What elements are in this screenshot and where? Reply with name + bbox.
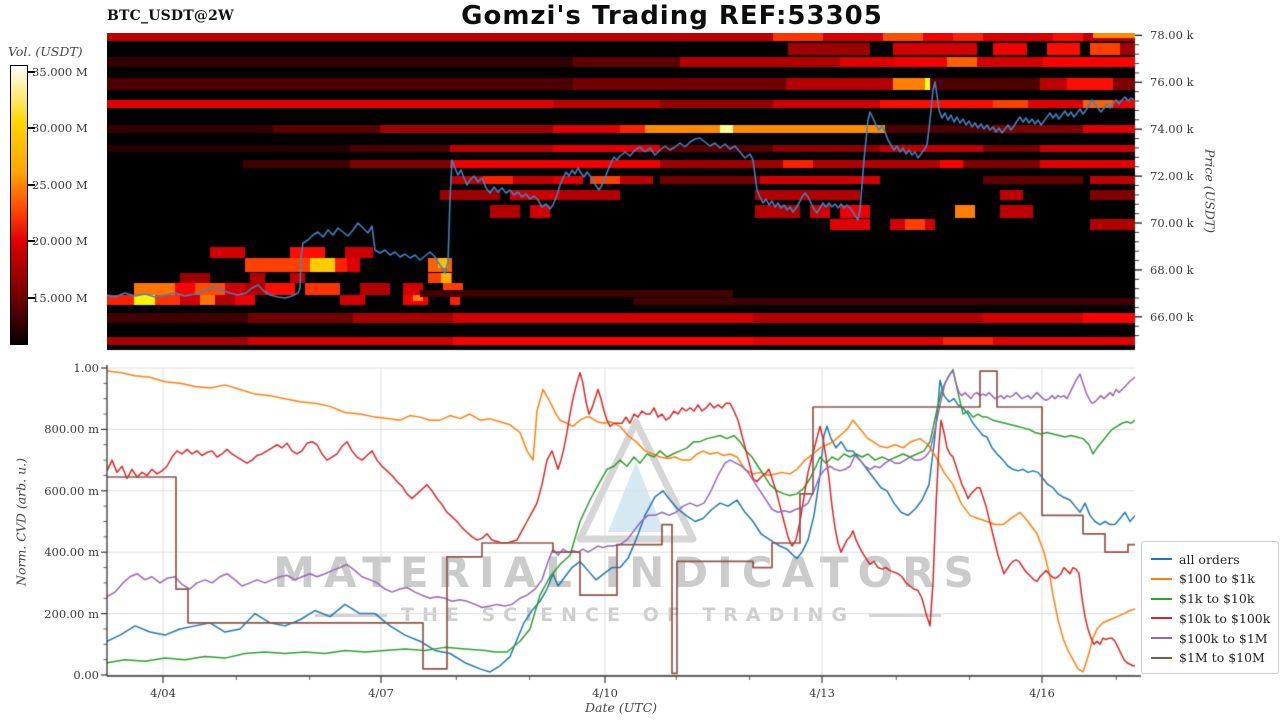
colorbar-tick-mark [27, 240, 35, 243]
cvd-axis-label: Norm. CVD (arb. u.) [13, 458, 29, 586]
legend-item: $100k to $1M [1151, 629, 1270, 647]
legend-swatch [1151, 577, 1172, 580]
legend-swatch [1151, 558, 1172, 560]
volume-heatmap-chart [107, 33, 1152, 352]
legend-item-label: all orders [1179, 551, 1240, 567]
cvd-tick-label: 800.00 m [44, 422, 99, 437]
colorbar-tick-mark [27, 127, 35, 130]
volume-colorbar [10, 65, 28, 345]
cvd-line-chart [97, 358, 1142, 684]
cvd-tick-label: 0.00 [73, 668, 99, 682]
colorbar-tick-label: 35.000 M [32, 64, 88, 79]
price-tick-label: 76.00 k [1150, 75, 1194, 90]
symbol-label: BTC_USDT@2W [107, 8, 234, 24]
legend-item-label: $1k to $10k [1179, 591, 1255, 607]
legend-item: all orders [1151, 550, 1270, 568]
legend-item-label: $10k to $100k [1179, 610, 1271, 626]
legend-swatch [1151, 597, 1172, 600]
colorbar-tick-label: 15.000 M [32, 290, 88, 305]
colorbar-tick-mark [27, 296, 35, 299]
page-title: Gomzi's Trading REF:53305 [461, 1, 883, 31]
price-tick-label: 78.00 k [1150, 28, 1194, 43]
date-tick-label: 4/13 [809, 686, 835, 700]
legend: all orders $100 to $1k $1k to $10k $10k to … [1141, 541, 1279, 674]
legend-item: $1k to $10k [1151, 590, 1270, 608]
cvd-tick-label: 600.00 m [44, 483, 99, 498]
colorbar-tick-label: 20.000 M [32, 234, 88, 249]
price-axis-label: Price (USDT) [1202, 149, 1218, 233]
legend-item: $10k to $100k [1151, 609, 1270, 627]
price-tick-label: 66.00 k [1150, 309, 1194, 324]
cvd-tick-label: 1.00 [73, 361, 99, 375]
date-tick-label: 4/10 [592, 686, 618, 700]
date-axis-label: Date (UTC) [584, 700, 658, 715]
legend-item: $1M to $10M [1151, 649, 1270, 667]
cvd-tick-label: 200.00 m [44, 606, 99, 621]
price-tick-label: 68.00 k [1150, 262, 1194, 277]
date-tick-label: 4/16 [1029, 686, 1055, 700]
legend-item-label: $1M to $10M [1179, 650, 1265, 666]
colorbar-label: Vol. (USDT) [8, 44, 83, 59]
colorbar-tick-label: 30.000 M [32, 121, 88, 136]
colorbar-tick-mark [27, 183, 35, 186]
price-tick-label: 70.00 k [1150, 216, 1194, 230]
colorbar-tick-label: 25.000 M [32, 177, 88, 192]
price-tick-label: 74.00 k [1150, 122, 1194, 137]
legend-item-label: $100 to $1k [1179, 571, 1255, 587]
legend-swatch [1151, 656, 1172, 659]
date-tick-label: 4/04 [150, 686, 176, 700]
colorbar-tick-mark [27, 70, 35, 73]
legend-item-label: $100k to $1M [1179, 630, 1268, 646]
legend-item: $100 to $1k [1151, 570, 1270, 588]
legend-swatch [1151, 637, 1172, 640]
price-tick-label: 72.00 k [1150, 169, 1194, 184]
cvd-tick-label: 400.00 m [44, 545, 99, 560]
legend-swatch [1151, 617, 1172, 620]
date-tick-label: 4/07 [368, 686, 394, 700]
